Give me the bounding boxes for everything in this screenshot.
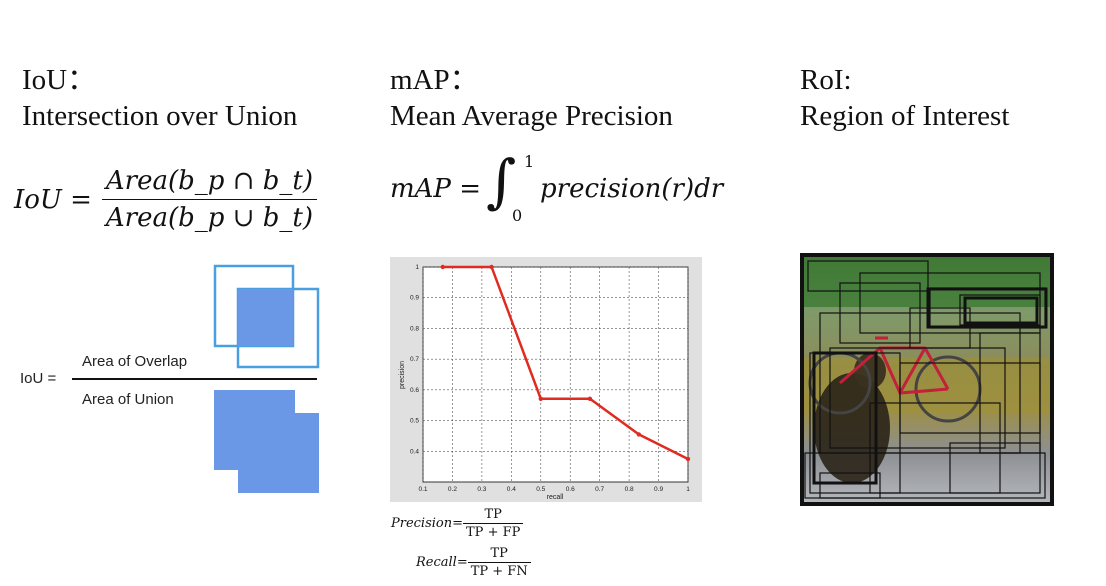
precision-formula-fraction: TP TP + FP xyxy=(463,507,524,540)
chart-xtick-label: 0.3 xyxy=(477,486,486,493)
iou-diagram-numerator: Area of Overlap xyxy=(82,353,188,370)
map-formula: mAP = ∫ 1 0 precision(r)dr xyxy=(390,150,735,230)
chart-xtick-label: 0.6 xyxy=(566,486,575,493)
iou-formula-numerator: Area(b_p ∩ b_t) xyxy=(105,166,313,196)
roi-box xyxy=(804,452,1046,499)
chart-series-line xyxy=(442,265,689,461)
precision-formula-denominator: TP + FP xyxy=(463,523,524,540)
integral-upper-limit: 1 xyxy=(524,152,535,171)
roi-box xyxy=(819,472,881,499)
chart-plot-area xyxy=(422,266,689,483)
iou-formula-lhs: IoU = xyxy=(14,184,92,215)
chart-ytick-label: 0.8 xyxy=(410,325,419,332)
chart-point xyxy=(587,396,593,401)
chart-ytick-label: 0.4 xyxy=(410,448,419,455)
recall-formula-numerator: TP xyxy=(490,546,508,561)
chart-xlabel: recall xyxy=(547,494,564,501)
chart-xtick-label: 0.2 xyxy=(448,486,457,493)
chart-ytick-label: 0.5 xyxy=(410,418,419,425)
chart-xtick-label: 0.5 xyxy=(536,486,545,493)
iou-overlap-diagram xyxy=(213,264,320,493)
recall-formula: Recall= TP TP + FN xyxy=(416,546,531,579)
chart-point xyxy=(685,456,691,462)
chart-point xyxy=(538,396,543,401)
iou-formula-fraction: Area(b_p ∩ b_t) Area(b_p ∪ b_t) xyxy=(101,166,317,233)
chart-xtick-label: 0.7 xyxy=(595,486,604,493)
roi-box xyxy=(979,332,1041,454)
chart-xtick-label: 1 xyxy=(686,486,690,493)
chart-point xyxy=(636,432,642,437)
roi-detection-image xyxy=(800,253,1054,506)
roi-box-strong xyxy=(963,296,1039,325)
chart-point xyxy=(489,264,494,270)
iou-subtitle: Intersection over Union xyxy=(22,100,298,132)
roi-box xyxy=(949,442,1041,494)
integral-lower-limit: 0 xyxy=(512,206,523,225)
chart-point xyxy=(440,264,445,270)
chart-ytick-label: 0.9 xyxy=(410,295,419,302)
iou-union-area xyxy=(214,390,319,493)
map-formula-integrand: precision(r)dr xyxy=(540,174,724,204)
chart-ytick-label: 1 xyxy=(415,264,419,271)
roi-dog xyxy=(814,373,890,483)
roi-subtitle: Region of Interest xyxy=(800,100,1010,132)
roi-box-strong xyxy=(926,287,1048,329)
iou-formula: IoU = Area(b_p ∩ b_t) Area(b_p ∪ b_t) xyxy=(14,166,317,233)
map-formula-lhs: mAP = xyxy=(390,174,481,204)
recall-formula-denominator: TP + FN xyxy=(467,562,531,579)
roi-box xyxy=(869,402,1001,494)
iou-diagram-divider xyxy=(72,378,317,380)
precision-recall-chart: 0.1 0.2 0.3 0.4 0.5 0.6 0.7 0.8 0.9 1 0.4 0.5 0.6 0.7… xyxy=(390,257,702,502)
iou-diagram-denominator: Area of Union xyxy=(82,391,174,408)
chart-ylabel: precision xyxy=(399,361,406,389)
roi-title: RoI: xyxy=(800,64,852,96)
chart-ytick-label: 0.6 xyxy=(410,387,419,394)
iou-overlap-area xyxy=(238,289,293,346)
integral-sign: ∫ xyxy=(486,147,517,215)
precision-formula-numerator: TP xyxy=(484,507,502,522)
chart-xtick-label: 0.1 xyxy=(418,486,427,493)
roi-box xyxy=(807,260,929,292)
chart-xtick-label: 0.8 xyxy=(625,486,634,493)
precision-formula: Precision= TP TP + FP xyxy=(391,507,524,540)
roi-box xyxy=(839,282,921,344)
chart-ytick-label: 0.7 xyxy=(410,356,419,363)
iou-title: IoU： xyxy=(22,64,97,96)
recall-formula-fraction: TP TP + FN xyxy=(467,546,531,579)
chart-xtick-label: 0.9 xyxy=(654,486,663,493)
chart-xtick-label: 0.4 xyxy=(507,486,516,493)
recall-formula-lhs: Recall= xyxy=(416,555,468,570)
roi-box-strong xyxy=(812,351,878,485)
map-subtitle: Mean Average Precision xyxy=(390,100,673,132)
iou-formula-denominator: Area(b_p ∪ b_t) xyxy=(101,199,317,233)
precision-formula-lhs: Precision= xyxy=(391,516,464,531)
roi-box xyxy=(859,272,1041,334)
iou-diagram-lhs: IoU = xyxy=(20,370,57,387)
map-title: mAP： xyxy=(390,64,479,96)
